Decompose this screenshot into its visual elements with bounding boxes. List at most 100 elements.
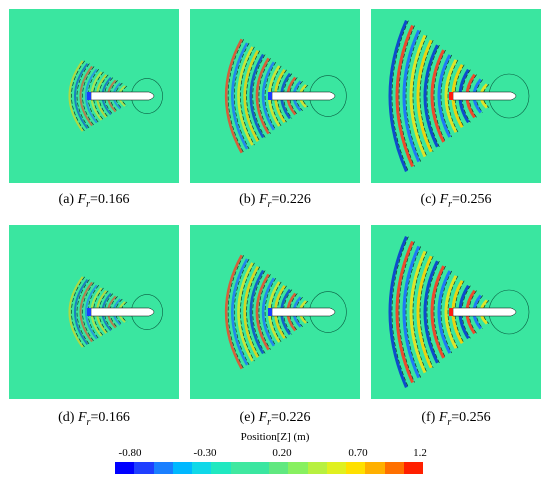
wake-wave-crest: [388, 236, 408, 388]
wake-contour-line: [440, 54, 453, 138]
froude-symbol: F: [258, 192, 268, 207]
wake-wave-crest: [430, 265, 445, 359]
wake-wave-crest: [79, 65, 93, 127]
stern-elevation-marker: [268, 308, 272, 316]
ship-hull: [90, 91, 155, 101]
wake-contour-line: [295, 81, 303, 111]
stern-elevation-marker: [268, 92, 272, 100]
wake-wave-crest: [224, 38, 243, 154]
wake-wave-crest: [395, 24, 414, 168]
wake-wave-crest: [255, 273, 270, 351]
wake-contour-line: [447, 59, 459, 133]
colorbar-segment: [365, 462, 385, 474]
froude-subscript: r: [267, 198, 272, 210]
wake-wave-crest: [409, 250, 427, 374]
froude-value: =0.166: [90, 410, 130, 425]
colorbar-segment: [346, 462, 366, 474]
wave-contour-plot: [9, 9, 179, 183]
colorbar-segment: [230, 462, 250, 474]
wake-contour-line: [277, 69, 287, 123]
wake-contour-line: [419, 256, 434, 368]
wake-wave-crest: [402, 245, 421, 379]
panel-caption: (d) Fr=0.166: [14, 410, 174, 431]
colorbar-segment: [326, 462, 346, 474]
wave-contour-plot: [190, 225, 360, 399]
wake-contour-line: [398, 241, 415, 383]
wake-contour-line: [240, 46, 255, 146]
wake-contour-line: [258, 274, 271, 350]
contour-panel: [9, 225, 179, 399]
colorbar-segment: [192, 462, 212, 474]
wave-contour-plot: [371, 9, 541, 183]
colorbar-segment: [288, 462, 308, 474]
contour-panel: [190, 9, 360, 183]
wake-wave-crest: [261, 277, 275, 347]
froude-value: =0.226: [271, 192, 311, 207]
wake-contour-line: [440, 270, 453, 354]
froude-subscript: r: [448, 198, 453, 210]
stern-elevation-marker: [449, 92, 453, 100]
colorbar-segment: [384, 462, 404, 474]
wave-contour-plot: [9, 225, 179, 399]
wake-contour-line: [447, 275, 459, 349]
froude-value: =0.256: [451, 410, 491, 425]
wake-contour-line: [391, 236, 409, 388]
wake-contour-line: [258, 58, 271, 134]
wake-contour-line: [98, 74, 109, 118]
wake-wave-crest: [249, 269, 265, 355]
wake-wave-crest: [224, 254, 243, 370]
panel-caption: (a) Fr=0.166: [14, 192, 174, 213]
colorbar-segment: [307, 462, 327, 474]
colorbar-segment: [115, 462, 135, 474]
wake-contour-line: [295, 297, 303, 327]
wake-contour-line: [433, 49, 446, 143]
wake-wave-crest: [79, 281, 93, 343]
wave-contour-plot: [371, 225, 541, 399]
colorbar-tick: -0.30: [193, 447, 217, 459]
wake-contour-line: [412, 251, 428, 373]
froude-value: =0.256: [452, 192, 492, 207]
wake-contour-line: [246, 50, 261, 142]
wake-wave-crest: [437, 270, 452, 354]
contour-panel: [371, 225, 541, 399]
wake-wave-crest: [237, 262, 254, 362]
stern-elevation-marker: [87, 308, 91, 316]
wake-contour-line: [227, 255, 245, 369]
wake-contour-line: [240, 262, 255, 362]
wake-contour-line: [405, 30, 422, 162]
wake-contour-line: [71, 276, 85, 348]
froude-symbol: F: [438, 410, 448, 425]
wake-wave-crest: [402, 29, 421, 163]
ship-hull: [90, 307, 155, 317]
contour-panel: [9, 9, 179, 183]
wake-wave-crest: [68, 276, 84, 348]
wake-wave-crest: [395, 240, 414, 384]
wake-contour-line: [412, 35, 428, 157]
wake-contour-line: [120, 301, 128, 323]
colorbar-segment: [153, 462, 173, 474]
colorbar-tick: 1.2: [413, 447, 427, 459]
wake-wave-crest: [423, 260, 439, 364]
panel-label: (b): [239, 192, 259, 207]
panel-label: (c): [420, 192, 440, 207]
wake-contour-line: [120, 85, 128, 107]
colorbar-tick: -0.80: [118, 447, 142, 459]
wake-wave-crest: [68, 60, 84, 132]
wake-wave-crest: [231, 258, 249, 366]
wake-contour-line: [252, 54, 266, 138]
contour-panel: [371, 9, 541, 183]
colorbar: [115, 462, 423, 474]
panel-label: (f): [421, 410, 439, 425]
wake-contour-line: [391, 20, 409, 172]
ship-hull: [271, 307, 336, 317]
wake-wave-crest: [255, 57, 270, 135]
panel-caption: (c) Fr=0.256: [376, 192, 536, 213]
froude-value: =0.166: [90, 192, 130, 207]
contour-panel: [190, 225, 360, 399]
colorbar-segment: [403, 462, 423, 474]
colorbar-tick: 0.20: [272, 447, 292, 459]
panel-caption: (e) Fr=0.226: [195, 410, 355, 431]
panel-label: (a): [58, 192, 78, 207]
wake-contour-line: [277, 285, 287, 339]
froude-subscript: r: [86, 416, 91, 428]
